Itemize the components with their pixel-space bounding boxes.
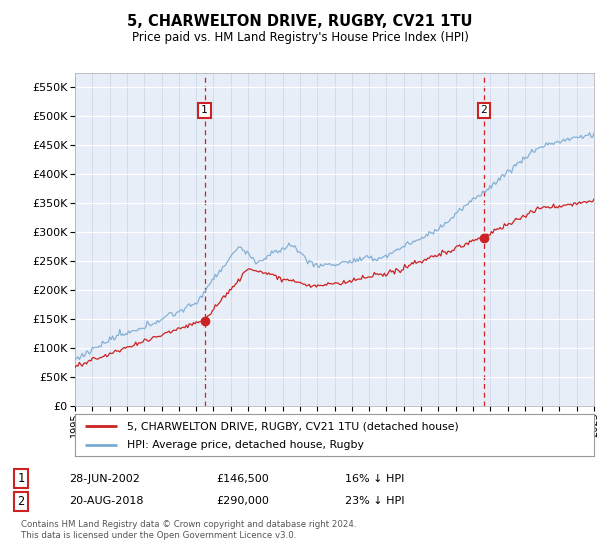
Text: 2: 2 xyxy=(481,105,487,115)
Text: 5, CHARWELTON DRIVE, RUGBY, CV21 1TU: 5, CHARWELTON DRIVE, RUGBY, CV21 1TU xyxy=(127,14,473,29)
Text: Price paid vs. HM Land Registry's House Price Index (HPI): Price paid vs. HM Land Registry's House … xyxy=(131,31,469,44)
Text: Contains HM Land Registry data © Crown copyright and database right 2024.
This d: Contains HM Land Registry data © Crown c… xyxy=(21,520,356,540)
Text: £290,000: £290,000 xyxy=(216,496,269,506)
Text: 20-AUG-2018: 20-AUG-2018 xyxy=(69,496,143,506)
Text: 23% ↓ HPI: 23% ↓ HPI xyxy=(345,496,404,506)
Text: 1: 1 xyxy=(201,105,208,115)
Text: HPI: Average price, detached house, Rugby: HPI: Average price, detached house, Rugb… xyxy=(127,440,364,450)
Text: 28-JUN-2002: 28-JUN-2002 xyxy=(69,474,140,484)
Text: 1: 1 xyxy=(17,472,25,485)
Text: 16% ↓ HPI: 16% ↓ HPI xyxy=(345,474,404,484)
Text: 2: 2 xyxy=(17,495,25,508)
Text: 5, CHARWELTON DRIVE, RUGBY, CV21 1TU (detached house): 5, CHARWELTON DRIVE, RUGBY, CV21 1TU (de… xyxy=(127,421,458,431)
Text: £146,500: £146,500 xyxy=(216,474,269,484)
